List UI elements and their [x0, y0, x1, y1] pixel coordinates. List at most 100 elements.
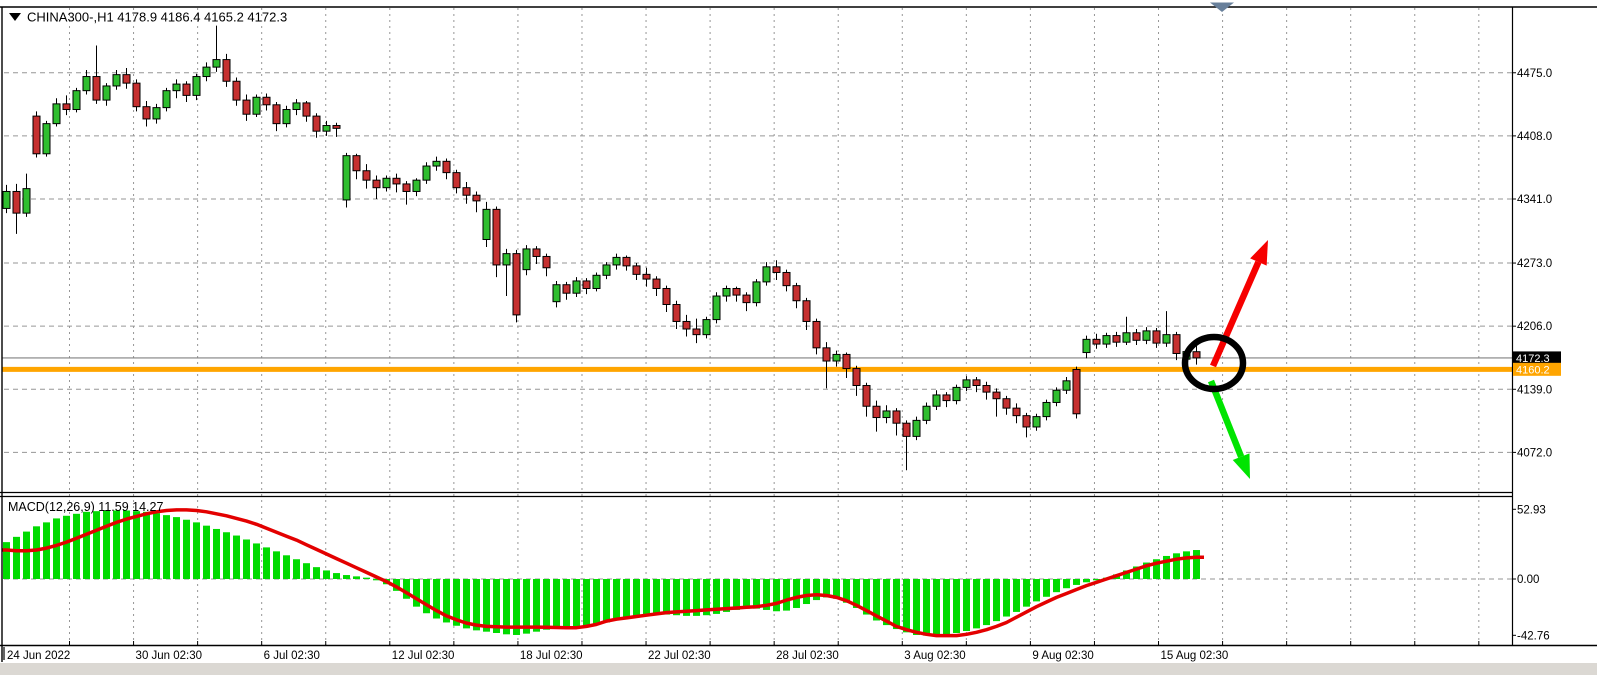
macd-histogram-bar — [663, 579, 670, 615]
candle-body — [982, 385, 991, 393]
macd-histogram-bar — [3, 542, 10, 579]
price-axis-label: 4408.0 — [1517, 131, 1552, 143]
candle-body — [732, 287, 741, 296]
macd-histogram-bar — [143, 511, 150, 579]
candle-body — [792, 285, 801, 302]
candle-body — [502, 253, 511, 266]
candle-body — [392, 177, 401, 185]
price-lines — [2, 357, 1512, 372]
candle-body — [852, 368, 861, 387]
macd-histogram-bar — [463, 579, 470, 629]
time-axis-label: 12 Jul 02:30 — [392, 650, 455, 662]
candle-body — [602, 264, 611, 276]
macd-histogram-bar — [943, 579, 950, 635]
macd-histogram-bar — [193, 522, 200, 579]
time-axis-label: 30 Jun 02:30 — [136, 650, 203, 662]
candle-body — [432, 160, 441, 167]
macd-histogram-bar — [373, 579, 380, 581]
candle-body — [912, 419, 921, 437]
candle-body — [472, 194, 481, 202]
price-axis-label: 4139.0 — [1517, 384, 1552, 396]
macd-histogram-bar — [743, 579, 750, 609]
candle-body — [1072, 369, 1081, 415]
candle-body — [552, 284, 561, 303]
macd-histogram-bar — [73, 513, 80, 579]
macd-histogram-bar — [733, 579, 740, 610]
candle-body — [862, 385, 871, 407]
macd-histogram-bar — [823, 579, 830, 598]
candle-body — [872, 405, 881, 419]
macd-histogram-bar — [173, 517, 180, 579]
candle-body — [1122, 332, 1131, 343]
macd-histogram-bar — [643, 579, 650, 616]
bearish-arrow-annotation — [1232, 453, 1250, 479]
candle-body — [32, 115, 41, 155]
macd-histogram-bar — [763, 579, 770, 610]
current-price-badge-text: 4172.3 — [1516, 353, 1550, 365]
candle-body — [942, 394, 951, 402]
candle-body — [262, 96, 271, 106]
hline-price-badge-text: 4160.2 — [1516, 364, 1550, 376]
macd-histogram-bar — [1013, 579, 1020, 612]
candle-body — [12, 190, 21, 214]
macd-histogram-bar — [803, 579, 810, 605]
macd-signal-line — [2, 508, 1204, 638]
candle-body — [572, 280, 581, 294]
candle-body — [1002, 398, 1011, 409]
macd-histogram-bar — [753, 579, 760, 609]
candle-body — [972, 379, 981, 387]
macd-histogram-bar — [653, 579, 660, 615]
symbol-dropdown-icon[interactable] — [9, 13, 21, 21]
candle-body — [342, 155, 351, 201]
time-axis[interactable]: 24 Jun 2022 30 Jun 02:30 6 Jul 02:30 12 Jul… — [3, 641, 1480, 662]
macd-histogram-bar — [893, 579, 900, 630]
candle-body — [422, 165, 431, 181]
macd-histogram-bar — [133, 511, 140, 579]
candle-body — [1092, 338, 1101, 345]
candle-body — [562, 284, 571, 294]
candle-body — [542, 255, 551, 269]
window-bottom-strip — [0, 663, 1597, 675]
macd-histogram-bar — [1053, 579, 1060, 593]
macd-histogram-bar — [703, 579, 710, 616]
candle-body — [892, 410, 901, 424]
macd-axis-label: 52.93 — [1517, 504, 1546, 516]
candle-body — [832, 353, 841, 362]
macd-histogram-bar — [253, 543, 260, 579]
macd-histogram-bar — [1093, 579, 1100, 581]
price-axis-label: 4072.0 — [1517, 447, 1552, 459]
candle-body — [352, 155, 361, 172]
macd-axis-label: 0.00 — [1517, 574, 1539, 586]
candle-body — [142, 106, 151, 120]
time-axis-label: 9 Aug 02:30 — [1032, 650, 1093, 662]
macd-histogram-bar — [233, 535, 240, 579]
macd-axis-label: -42.76 — [1517, 630, 1550, 642]
macd-histogram-bar — [1193, 550, 1200, 579]
candle-body — [122, 74, 131, 84]
candle-body — [332, 125, 341, 129]
price-axis[interactable]: 4475.0 4408.0 4341.0 4273.0 4206.0 4139.0 4072… — [1512, 68, 1552, 643]
macd-histogram-bar — [93, 511, 100, 579]
bullish-arrow-annotation — [1250, 240, 1268, 266]
macd-histogram-bar — [953, 579, 960, 633]
candle-body — [1082, 338, 1091, 354]
macd-histogram-bar — [163, 515, 170, 579]
time-axis-label: 6 Jul 02:30 — [264, 650, 320, 662]
candle-body — [132, 82, 141, 108]
candle-body — [802, 300, 811, 322]
candle-body — [902, 422, 911, 437]
macd-histogram-bar — [773, 579, 780, 612]
macd-histogram-bar — [513, 579, 520, 635]
candle-body — [512, 253, 521, 316]
macd-histogram-bar — [573, 579, 580, 628]
time-axis-label: 18 Jul 02:30 — [520, 650, 583, 662]
macd-histogram-bar — [53, 518, 60, 579]
macd-histogram-bar — [903, 579, 910, 633]
macd-histogram-bar — [283, 555, 290, 579]
candle-body — [1192, 351, 1201, 359]
macd-histogram-bar — [683, 579, 690, 616]
candle-body — [672, 304, 681, 322]
candle-body — [372, 179, 381, 189]
